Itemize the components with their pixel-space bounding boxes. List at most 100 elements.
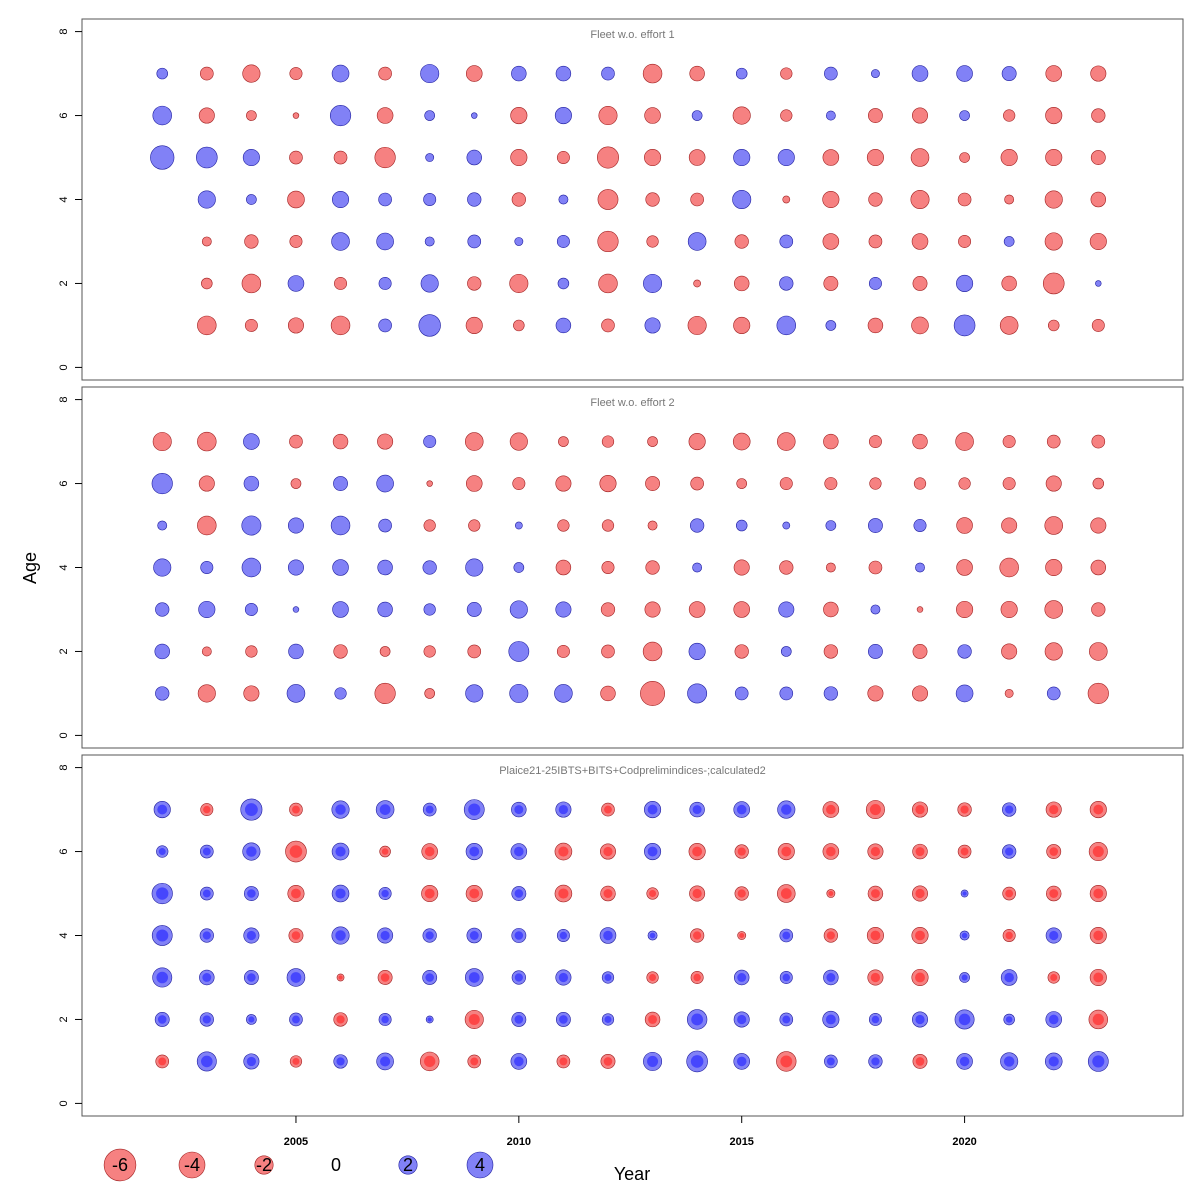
bubble-point [289, 67, 303, 81]
bubble-point [286, 684, 306, 703]
bubble-point-inner [424, 888, 435, 899]
y-tick-label: 6 [58, 112, 70, 118]
bubble-point-inner [247, 889, 256, 898]
bubble-point [600, 685, 616, 702]
bubble-point-inner [737, 973, 747, 982]
bubble-point [420, 64, 440, 84]
bubble-point-inner [289, 845, 303, 858]
bubble-point [246, 194, 257, 205]
bubble-point-inner [559, 931, 568, 940]
bubble-point-inner [603, 889, 613, 898]
bubble-point [465, 684, 484, 703]
bubble-point-inner [156, 929, 169, 942]
y-tick-label: 0 [58, 364, 70, 370]
bubble-point-inner [693, 973, 701, 982]
bubble-point [823, 433, 839, 450]
bubble-point-inner [248, 1016, 255, 1023]
bubble-point [601, 644, 615, 659]
bubble-point [556, 644, 570, 658]
bubble-point [200, 561, 214, 574]
legend-bubble [466, 1151, 494, 1179]
bubble-point-inner [156, 971, 169, 984]
bubble-point-inner [1092, 846, 1104, 858]
bubble-point-inner [558, 888, 569, 899]
bubble-point-inner [291, 888, 301, 899]
bubble-point [377, 601, 393, 618]
bubble-point-inner [871, 1057, 880, 1066]
bubble-point [824, 66, 838, 81]
bubble-point [736, 478, 748, 489]
bubble-point [911, 233, 929, 250]
bubble-point [197, 315, 217, 336]
y-tick-label: 8 [58, 29, 70, 35]
bubble-point-inner [558, 972, 569, 983]
bubble-point-inner [604, 973, 612, 981]
bubble-point [642, 641, 663, 662]
bubble-point [1089, 642, 1108, 661]
bubble-point [1000, 149, 1018, 167]
bubbles [150, 63, 1107, 337]
bubble-point [1090, 65, 1107, 82]
bubble-point [645, 192, 660, 207]
bubble-point [1044, 232, 1063, 251]
bubble-point [241, 557, 262, 578]
bubble-point [1091, 602, 1106, 617]
bubble-point [1004, 689, 1014, 698]
legend-bubble [178, 1151, 206, 1179]
bubble-point [509, 273, 529, 293]
bubble-point-inner [514, 889, 524, 898]
bubble-point [601, 561, 615, 574]
bubble-point [1045, 65, 1062, 82]
bubble-point [912, 107, 928, 124]
bubble-point [287, 559, 304, 576]
bubble-point [334, 687, 347, 700]
bubble-point [467, 644, 482, 659]
bubble-point-inner [558, 846, 569, 857]
bubble-point [1089, 232, 1107, 250]
bubble-point-inner [693, 931, 702, 940]
bubble-point [689, 65, 705, 82]
bubble-point [912, 644, 928, 659]
bubble-point [200, 66, 214, 81]
bubble-point-inner [1050, 973, 1058, 981]
bubble-point [1046, 434, 1061, 449]
bubble-point [198, 600, 216, 618]
bubble-point [379, 646, 391, 657]
bubble-point [1090, 559, 1107, 576]
bubble-point [644, 601, 661, 618]
bubble-point [599, 475, 617, 493]
bubble-point [292, 112, 300, 119]
bubble-point [334, 276, 348, 290]
bubble-point-inner [336, 1015, 345, 1024]
bubble-point [423, 519, 436, 532]
bubble-point [558, 436, 569, 447]
bubble-point [557, 277, 570, 290]
bubble-point [243, 475, 260, 492]
legend-item: 2 [398, 1155, 418, 1175]
bubble-point-inner [647, 846, 658, 857]
bubble-point-inner [739, 933, 745, 938]
bubble-point [647, 436, 658, 447]
bubble-point [465, 475, 483, 492]
bubble-point [422, 560, 437, 575]
bubble-point [693, 279, 701, 288]
bubble-point [823, 686, 838, 701]
bubble-point [601, 519, 615, 532]
bubble-point [915, 562, 925, 573]
bubble-point [871, 69, 880, 78]
bubble-point-inner [156, 887, 169, 900]
bubble-point [1090, 517, 1107, 534]
bubble-point-inner [425, 805, 434, 814]
bubble-point [198, 475, 215, 492]
bubble-point [690, 476, 704, 491]
bubble-point [647, 520, 658, 531]
bubble-point [780, 109, 793, 122]
bubble-point [733, 275, 750, 292]
bubble-point-inner [915, 1057, 925, 1066]
bubble-point [911, 65, 929, 82]
bubble-point [823, 644, 838, 659]
bubble-point [868, 518, 883, 533]
bubble-point [196, 146, 218, 169]
bubble-point [512, 477, 526, 491]
bubble-point [912, 276, 928, 291]
